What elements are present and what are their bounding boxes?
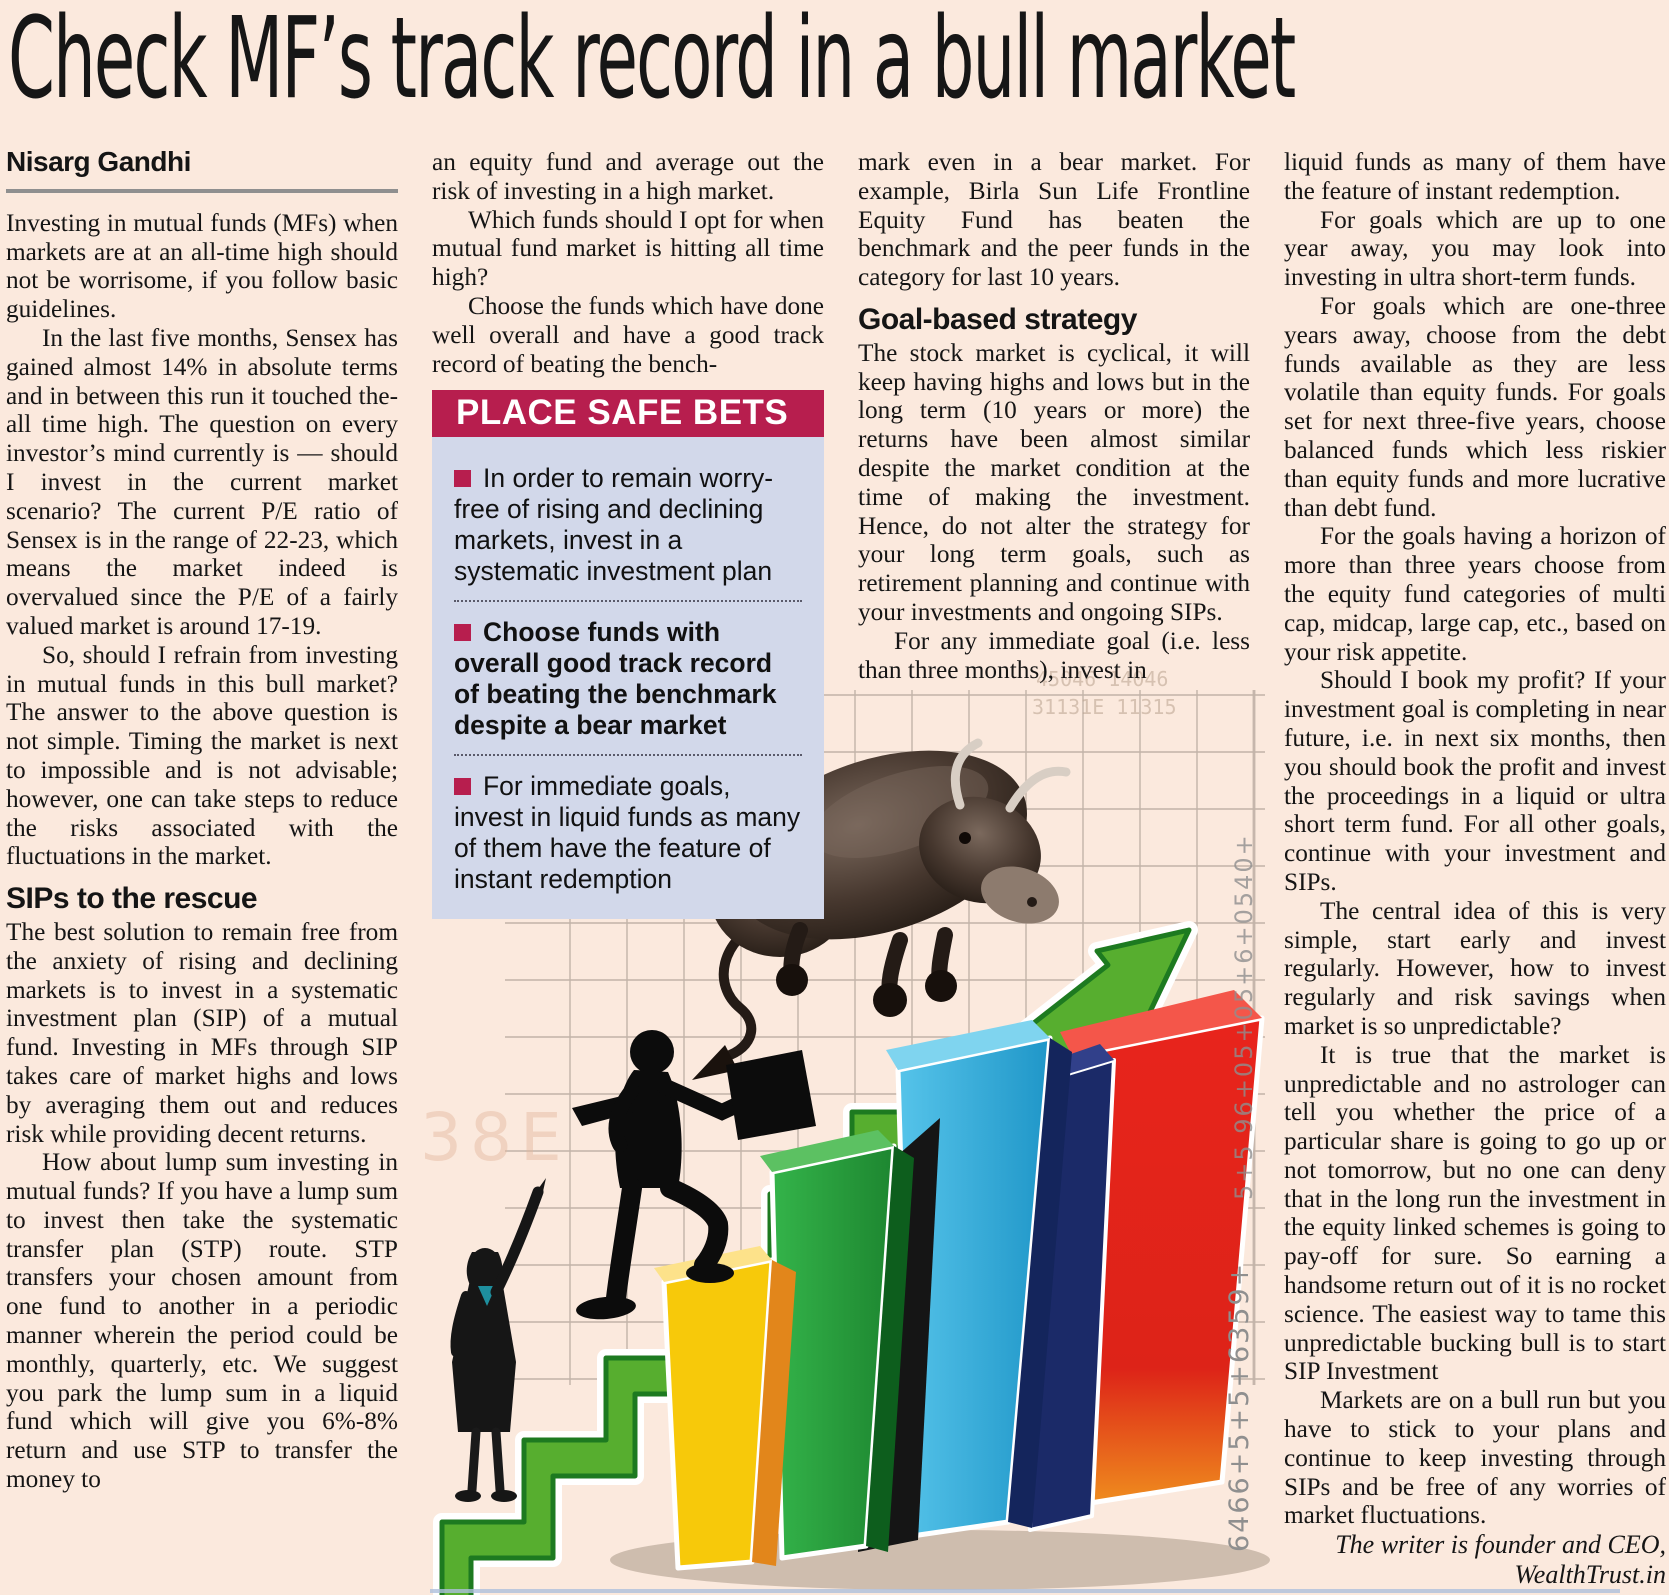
paragraph: Investing in mutual funds (MFs) when mar… xyxy=(6,208,398,324)
paragraph: The stock market is cyclical, it will ke… xyxy=(858,338,1250,626)
ticker-numbers-top: 5+5 96+05+05+6+0540+ xyxy=(1230,833,1258,1200)
bull-market-illustration: 45046 14046 31131E 11315 38E xyxy=(420,667,1270,1595)
section-heading-sips: SIPs to the rescue xyxy=(6,882,258,916)
paragraph: Markets are on a bull run but you have t… xyxy=(1284,1386,1666,1530)
bottom-divider xyxy=(430,1589,1620,1593)
square-bullet-icon xyxy=(454,470,471,488)
dotted-divider xyxy=(454,600,802,603)
square-bullet-icon xyxy=(454,778,471,796)
paragraph: an equity fund and average out the risk … xyxy=(432,148,824,205)
ticker-numbers-bottom: 6466+5+5+6359+ xyxy=(1224,1262,1255,1552)
safe-bets-bullet: Choose funds with overall good track rec… xyxy=(454,617,777,741)
paragraph: For goals which are one-three years away… xyxy=(1284,291,1666,522)
byline: Nisarg Gandhi xyxy=(6,148,398,193)
paragraph: For the goals having a horizon of more t… xyxy=(1284,522,1666,666)
author-credit-line2: WealthTrust.in xyxy=(1514,1560,1666,1590)
column-3: mark even in a bear market. For example,… xyxy=(858,148,1250,1595)
paragraph: In the last five months, Sensex has gain… xyxy=(6,323,398,640)
dotted-divider xyxy=(454,754,802,757)
safe-bets-bullet: For immediate goals, invest in liquid fu… xyxy=(454,771,801,895)
place-safe-bets-box: PLACE SAFE BETS In order to remain worry… xyxy=(432,390,824,920)
bar-chart-icon xyxy=(654,990,1265,1571)
paragraph: Should I book my profit? If your investm… xyxy=(1284,666,1666,896)
paragraph: mark even in a bear market. For example,… xyxy=(858,148,1250,292)
watermark-text: 38E xyxy=(420,1099,570,1176)
safe-bets-bullet: In order to remain worry-free of rising … xyxy=(454,463,774,587)
paragraph: Which funds should I opt for when mutual… xyxy=(432,205,824,292)
paragraph: How about lump sum investing in mutual f… xyxy=(6,1148,398,1494)
column-1: Nisarg Gandhi Investing in mutual funds … xyxy=(6,148,398,1595)
faint-numbers-row2: 31131E 11315 xyxy=(1032,695,1177,719)
square-bullet-icon xyxy=(454,624,471,642)
paragraph: The central idea of this is very simple,… xyxy=(1284,896,1666,1040)
safe-bets-box-body: In order to remain worry-free of rising … xyxy=(432,437,824,920)
woman-pointing-icon xyxy=(450,1178,546,1502)
author-credit-line1: The writer is founder and CEO, xyxy=(1335,1530,1666,1560)
businessman-icon xyxy=(572,1030,816,1320)
paragraph: Choose the funds which have done well ov… xyxy=(432,291,824,378)
safe-bets-box-title: PLACE SAFE BETS xyxy=(432,390,824,438)
section-heading-goal-based: Goal-based strategy xyxy=(858,302,1137,336)
paragraph: For goals which are up to one year away,… xyxy=(1284,205,1666,292)
page-title: Check MF’s track record in a bull market xyxy=(8,0,1296,124)
paragraph: So, should I refrain from investing in m… xyxy=(6,640,398,871)
paragraph: liquid funds as many of them have the fe… xyxy=(1284,148,1666,205)
paragraph: For any immediate goal (i.e. less than t… xyxy=(858,626,1250,684)
faint-numbers-row1: 45046 14046 xyxy=(1036,667,1168,691)
column-4: liquid funds as many of them have the fe… xyxy=(1284,148,1666,1595)
paragraph: The best solution to remain free from th… xyxy=(6,917,398,1148)
column-2: an equity fund and average out the risk … xyxy=(432,148,824,1595)
paragraph: It is true that the market is unpredicta… xyxy=(1284,1040,1666,1386)
